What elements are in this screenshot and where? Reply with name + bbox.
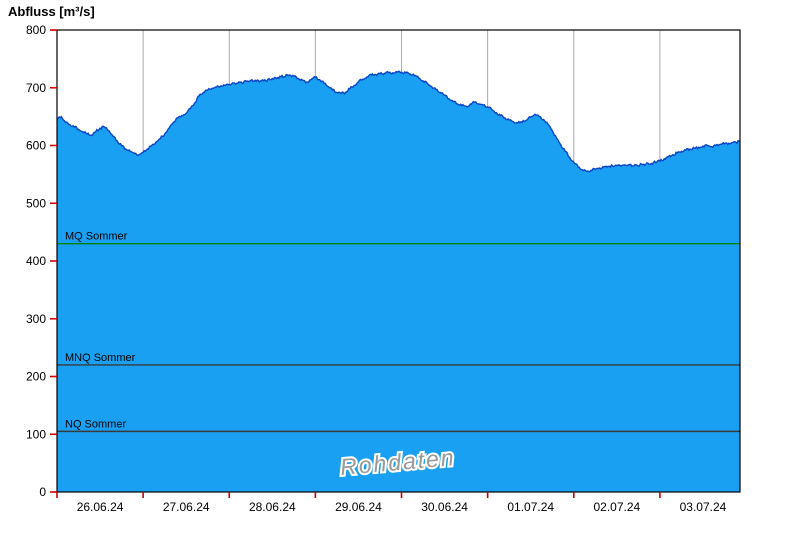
reference-line-label: NQ Sommer bbox=[65, 418, 126, 430]
discharge-area-series bbox=[57, 71, 740, 493]
y-axis-label: 100 bbox=[26, 427, 46, 441]
x-axis-date-label: 01.07.24 bbox=[507, 500, 554, 514]
chart-title: Abfluss [m³/s] bbox=[8, 4, 95, 19]
x-axis-date-label: 29.06.24 bbox=[335, 500, 382, 514]
x-axis-date-label: 02.07.24 bbox=[593, 500, 640, 514]
y-axis-label: 800 bbox=[26, 23, 46, 37]
reference-line-label: MQ Sommer bbox=[65, 231, 128, 243]
y-axis-label: 0 bbox=[39, 485, 46, 499]
y-axis-label: 700 bbox=[26, 81, 46, 95]
x-axis-date-label: 26.06.24 bbox=[77, 500, 124, 514]
x-axis-date-label: 30.06.24 bbox=[421, 500, 468, 514]
x-axis-date-label: 27.06.24 bbox=[163, 500, 210, 514]
x-axis-date-label: 03.07.24 bbox=[680, 500, 727, 514]
y-axis-label: 200 bbox=[26, 370, 46, 384]
y-axis-label: 500 bbox=[26, 196, 46, 210]
y-axis-label: 300 bbox=[26, 312, 46, 326]
reference-line-label: MNQ Sommer bbox=[65, 352, 136, 364]
y-axis-label: 400 bbox=[26, 254, 46, 268]
x-axis-date-label: 28.06.24 bbox=[249, 500, 296, 514]
y-axis-label: 600 bbox=[26, 139, 46, 153]
discharge-line-series bbox=[56, 70, 741, 173]
